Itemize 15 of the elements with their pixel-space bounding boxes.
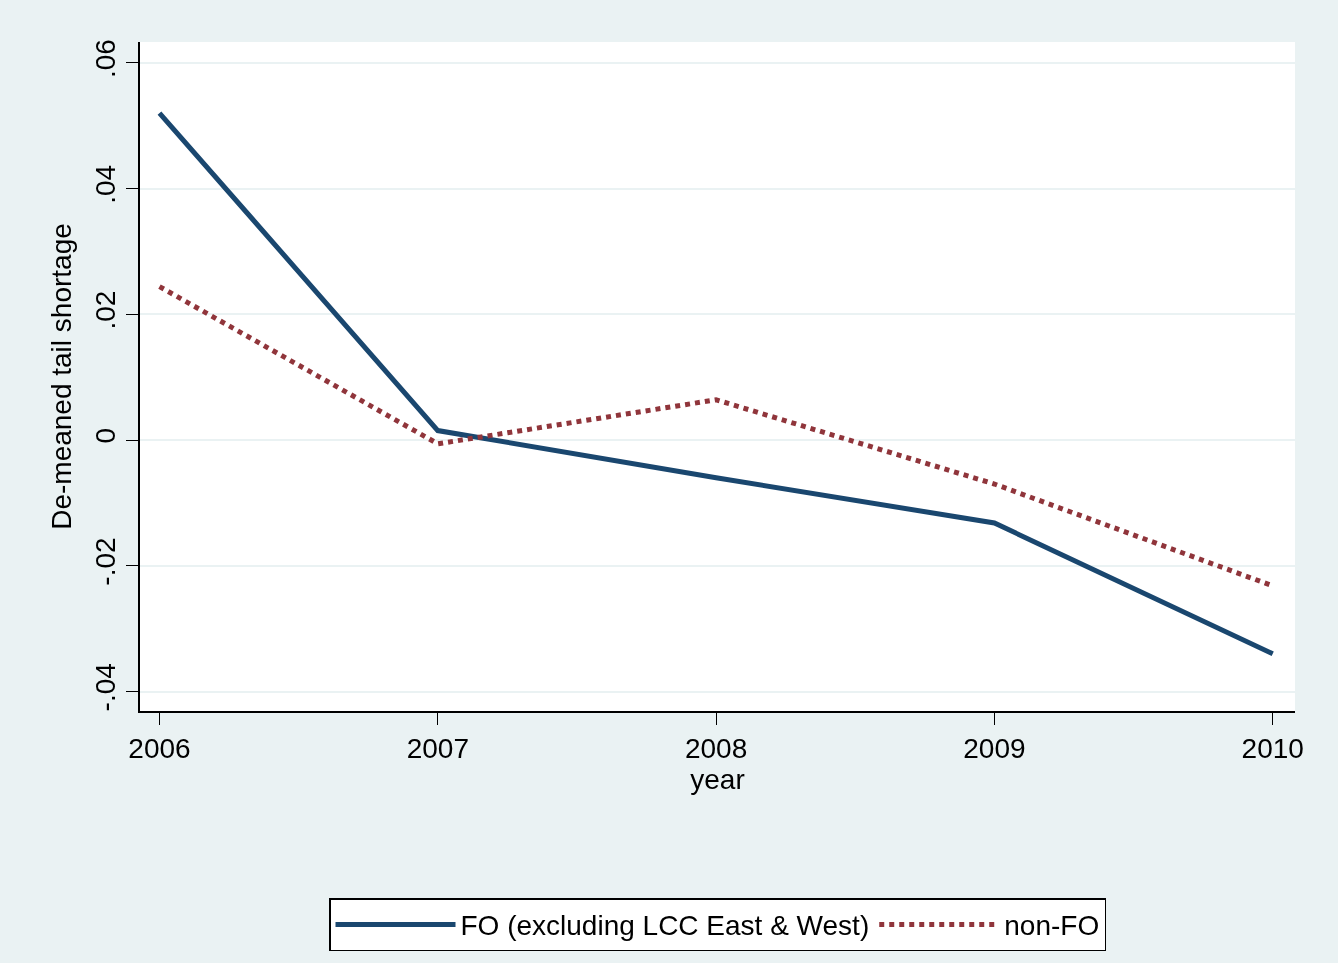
x-tick-label: 2009 <box>963 733 1026 765</box>
y-tick-label: .04 <box>90 164 122 204</box>
legend-label: FO (excluding LCC East & West) <box>460 910 870 942</box>
legend-label: non-FO <box>1004 910 1100 942</box>
x-tick-label: 2006 <box>128 733 191 765</box>
y-tick-label: .02 <box>90 290 122 330</box>
x-tick-label: 2007 <box>406 733 469 765</box>
y-tick-label: 0 <box>90 428 122 444</box>
y-tick-label: -.02 <box>90 537 122 586</box>
x-tick-label: 2010 <box>1241 733 1304 765</box>
y-tick-label: -.04 <box>90 663 122 712</box>
y-axis-title: De-meaned tail shortage <box>46 223 78 530</box>
x-axis-title: year <box>690 764 745 796</box>
x-tick-label: 2008 <box>684 733 748 765</box>
y-tick-label: .06 <box>90 39 122 79</box>
